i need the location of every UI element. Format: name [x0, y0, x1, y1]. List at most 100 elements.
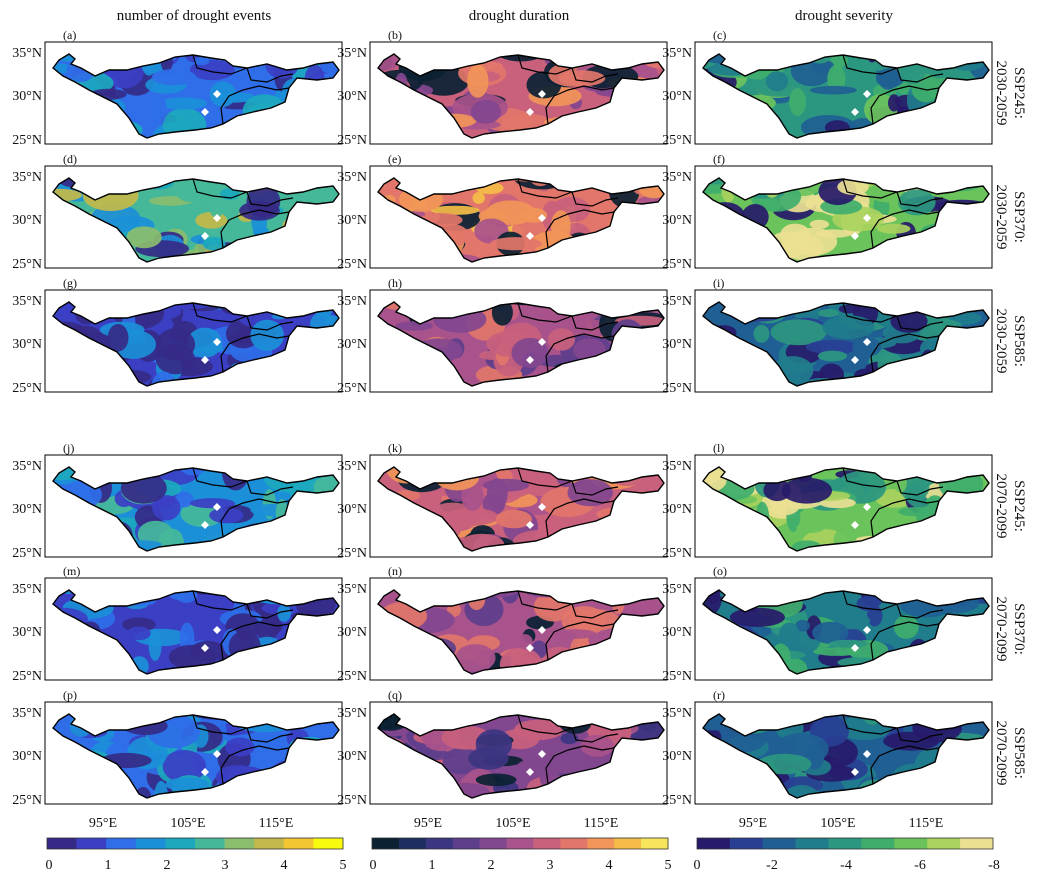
colorbar-duration-tick: 1 — [429, 858, 436, 873]
sub-basin-boundary — [192, 467, 248, 488]
sub-basin-boundary — [842, 590, 898, 611]
lat-tick-label: 35°N — [337, 706, 367, 721]
basin-outline — [702, 53, 990, 139]
lat-tick-label: 35°N — [337, 170, 367, 185]
lat-tick-label: 35°N — [12, 170, 42, 185]
colorbar-severity — [696, 837, 994, 850]
map-panel: (o) 35°N 30°N 25°N — [662, 564, 993, 684]
lat-tick-label: 30°N — [12, 625, 42, 640]
panel-letter: (j) — [63, 441, 74, 455]
sub-basin-boundary — [870, 85, 940, 125]
colorbars: 0 1 2 3 4 5 0 1 2 3 4 5 0 -2 -4 -6 -8 — [46, 837, 1000, 873]
panel-letter: (k) — [388, 441, 402, 455]
sub-basin-boundary — [517, 178, 573, 199]
sub-basin-boundary — [246, 480, 294, 496]
row-label-period: 2030-2059 — [993, 185, 1009, 250]
sub-basin-boundary — [192, 178, 248, 199]
panel-letter: (o) — [713, 564, 727, 578]
panel-letter: (p) — [63, 688, 77, 702]
colorbar-duration — [371, 837, 669, 850]
sub-basin-boundary — [545, 745, 615, 785]
sub-basin-boundary — [571, 603, 619, 619]
lat-tick-label: 25°N — [337, 257, 367, 272]
colorbar-events-tick: 4 — [281, 858, 288, 873]
lat-tick-label: 30°N — [662, 749, 692, 764]
sub-basin-boundary — [571, 315, 619, 331]
row-label-scenario: SSP370: — [1011, 191, 1027, 243]
column-title-events: number of drought events — [117, 8, 272, 24]
basin-outline — [377, 466, 665, 552]
map-panel: (g) 35°N 30°N 25°N — [12, 276, 343, 396]
lat-tick-label: 25°N — [662, 257, 692, 272]
map-panel: (n) 35°N 30°N 25°N — [337, 564, 668, 684]
sub-basin-boundary — [545, 621, 615, 661]
map-panel: (f) 35°N 30°N 25°N — [662, 152, 993, 272]
sub-basin-boundary — [246, 727, 294, 743]
sub-basin-boundary — [870, 209, 940, 249]
colorbar-swatch — [762, 838, 796, 849]
colorbar-swatch — [641, 838, 669, 849]
colorbar-swatch — [533, 838, 561, 849]
panel-letter: (q) — [388, 688, 402, 702]
lat-tick-label: 30°N — [337, 89, 367, 104]
panel-letter: (f) — [713, 152, 725, 166]
lon-tick-label: 105°E — [820, 816, 855, 831]
lat-tick-label: 25°N — [337, 133, 367, 148]
lat-tick-label: 25°N — [12, 381, 42, 396]
sub-basin-boundary — [545, 333, 615, 373]
colorbar-duration-tick: 4 — [606, 858, 613, 873]
row-labels: SSP245:2030-2059SSP370:2030-2059SSP585:2… — [993, 61, 1027, 786]
colorbar-frame — [46, 837, 344, 850]
row-label-scenario: SSP585: — [1011, 315, 1027, 367]
colorbar-swatch — [479, 838, 507, 849]
colorbar-swatch — [861, 838, 895, 849]
longitude-ticks: 95°E 105°E 115°E 95°E 105°E 115°E 95°E 1… — [89, 816, 943, 831]
colorbar-swatch — [135, 838, 166, 849]
lat-tick-label: 25°N — [662, 381, 692, 396]
colorbar-duration-tick: 2 — [488, 858, 495, 873]
lat-tick-label: 30°N — [12, 89, 42, 104]
basin-outline — [702, 713, 990, 799]
colorbar-events-tick: 3 — [222, 858, 229, 873]
colorbar-duration-tick: 5 — [665, 858, 672, 873]
lat-tick-label: 25°N — [337, 546, 367, 561]
row-label: SSP245:2070-2099 — [993, 474, 1027, 539]
colorbar-swatch — [398, 838, 427, 849]
lat-tick-label: 25°N — [337, 669, 367, 684]
sub-basin-boundary — [896, 191, 944, 207]
lat-tick-label: 30°N — [662, 502, 692, 517]
sub-basin-boundary — [842, 302, 898, 323]
map-panel: (l) 35°N 30°N 25°N — [662, 441, 993, 561]
sub-basin-boundary — [192, 590, 248, 611]
sub-basin-boundary — [842, 467, 898, 488]
lat-tick-label: 35°N — [662, 170, 692, 185]
basin-outline — [377, 53, 665, 139]
lat-tick-label: 25°N — [337, 381, 367, 396]
basin-outline — [702, 589, 990, 675]
map-panel: (h) 35°N 30°N 25°N — [337, 276, 668, 396]
colorbar-swatch — [106, 838, 137, 849]
colorbar-duration-tick: 3 — [547, 858, 554, 873]
colorbar-swatch — [76, 838, 107, 849]
basin-outline — [52, 53, 340, 139]
lat-tick-label: 30°N — [337, 337, 367, 352]
lon-tick-label: 105°E — [495, 816, 530, 831]
lon-tick-label: 95°E — [89, 816, 117, 831]
colorbar-swatch — [894, 838, 928, 849]
sub-basin-boundary — [246, 315, 294, 331]
lat-tick-label: 35°N — [12, 582, 42, 597]
sub-basin-boundary — [870, 621, 940, 661]
colorbar-swatch — [313, 838, 344, 849]
colorbar-swatch — [195, 838, 225, 849]
panel-letter: (h) — [388, 276, 402, 290]
lat-tick-label: 35°N — [662, 46, 692, 61]
sub-basin-boundary — [517, 590, 573, 611]
map-panel: (r) 35°N 30°N 25°N — [662, 688, 993, 808]
sub-basin-boundary — [246, 191, 294, 207]
sub-basin-boundary — [870, 498, 940, 538]
lat-tick-label: 25°N — [12, 257, 42, 272]
map-panel: (k) 35°N 30°N 25°N — [337, 441, 668, 561]
sub-basin-boundary — [517, 714, 573, 735]
panel-letter: (l) — [713, 441, 724, 455]
basin-outline — [52, 466, 340, 552]
